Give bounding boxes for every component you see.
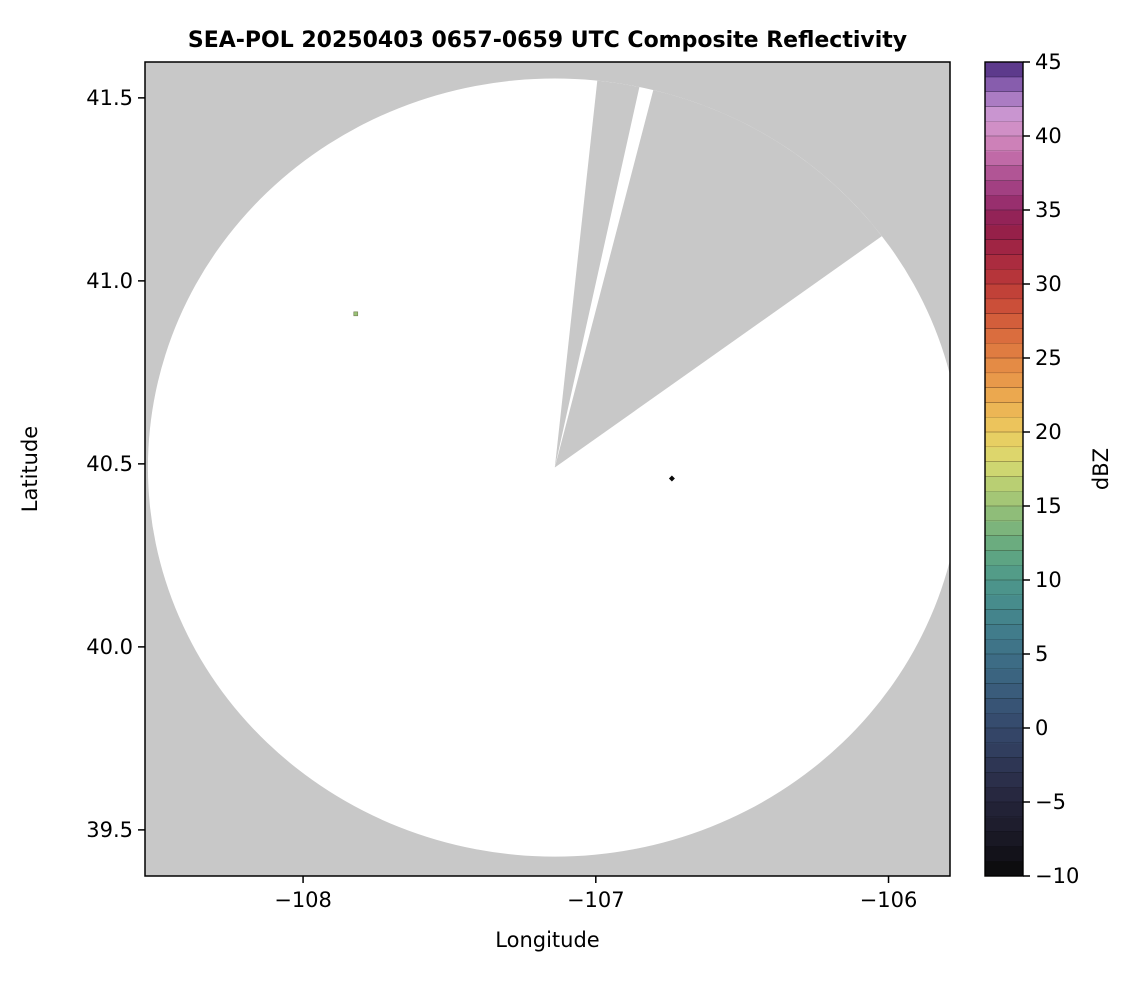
colorbar-tick-label: 5 [1035,642,1048,666]
colorbar-tick-label: 35 [1035,198,1062,222]
colorbar-segment [985,76,1023,93]
colorbar-segment [985,402,1023,418]
colorbar-tick-label: 45 [1035,50,1062,74]
colorbar-segment [985,180,1023,196]
colorbar-segment [985,698,1023,714]
colorbar-segment [985,846,1023,862]
colorbar-tick-label: 20 [1035,420,1062,444]
colorbar-tick-label: 15 [1035,494,1062,518]
colorbar-segment [985,254,1023,270]
reflectivity-point [353,311,359,317]
colorbar-tick-label: 0 [1035,716,1048,740]
colorbar-label: dBZ [1089,447,1113,491]
y-tick-label: 39.5 [86,818,133,842]
colorbar-segment [985,506,1023,522]
colorbar-segment [985,417,1023,433]
radar-blocked-sector [554,90,882,468]
colorbar-segment [985,742,1023,759]
colorbar-segment [985,195,1023,211]
colorbar-tick-label: −10 [1035,864,1079,888]
colorbar-segment [985,476,1023,492]
y-tick-label: 40.5 [86,452,133,476]
x-axis-label: Longitude [495,928,600,952]
reflectivity-point [668,475,675,482]
colorbar-segment [985,210,1023,226]
colorbar-segment [985,328,1023,344]
colorbar-segment [985,580,1023,596]
colorbar-segment [985,802,1023,818]
y-axis-label: Latitude [18,425,42,513]
colorbar-segment [985,446,1023,463]
colorbar-segment [985,150,1023,167]
colorbar-segment [985,861,1023,877]
colorbar-segment [985,787,1023,803]
radar-blocked-sector [554,80,640,468]
colorbar: −10 −5 0 5 10 15 20 25 30 35 40 45 [984,50,1079,888]
colorbar-segment [985,831,1023,847]
colorbar-border [984,61,1024,877]
colorbar-segment [985,165,1023,181]
colorbar-segment [985,432,1023,448]
colorbar-segment [985,668,1023,685]
x-tick-label: −106 [860,888,918,912]
colorbar-segment [985,565,1023,581]
colorbar-segment [985,491,1023,507]
colorbar-segment [985,594,1023,611]
y-tick-label: 41.5 [86,86,133,110]
colorbar-segment [985,713,1023,729]
colorbar-segment [985,387,1023,403]
colorbar-segment [985,224,1023,241]
colorbar-segment [985,624,1023,640]
colorbar-segment [985,343,1023,359]
colorbar-segment [985,358,1023,374]
colorbar-segment [985,62,1023,78]
y-tick-label: 41.0 [86,269,133,293]
colorbar-segment [985,728,1023,744]
colorbar-segment [985,520,1023,537]
colorbar-segment [985,609,1023,625]
colorbar-segment [985,639,1023,655]
colorbar-tick-label: −5 [1035,790,1066,814]
colorbar-segment [985,683,1023,699]
colorbar-segment [985,284,1023,300]
chart-title: SEA-POL 20250403 0657-0659 UTC Composite… [187,28,908,53]
colorbar-tick-label: 30 [1035,272,1062,296]
x-tick-label: −108 [274,888,332,912]
colorbar-segment [985,550,1023,566]
colorbar-segment [985,91,1023,107]
colorbar-segment [985,461,1023,477]
colorbar-segment [985,298,1023,315]
colorbar-segment [985,654,1023,670]
colorbar-segment [985,772,1023,788]
colorbar-segment [985,136,1023,152]
colorbar-segment [985,313,1023,329]
colorbar-segment [985,535,1023,551]
x-tick-label: −107 [567,888,625,912]
colorbar-segment [985,757,1023,773]
colorbar-segment [985,121,1023,137]
colorbar-tick-label: 25 [1035,346,1062,370]
colorbar-segment [985,239,1023,255]
plot-border [144,61,951,877]
colorbar-tick-label: 10 [1035,568,1062,592]
colorbar-segment [985,269,1023,285]
colorbar-segment [985,372,1023,389]
plot-content [148,78,950,857]
y-tick-label: 40.0 [86,635,133,659]
colorbar-tick-label: 40 [1035,124,1062,148]
colorbar-segment [985,106,1023,122]
colorbar-segment [985,816,1023,833]
